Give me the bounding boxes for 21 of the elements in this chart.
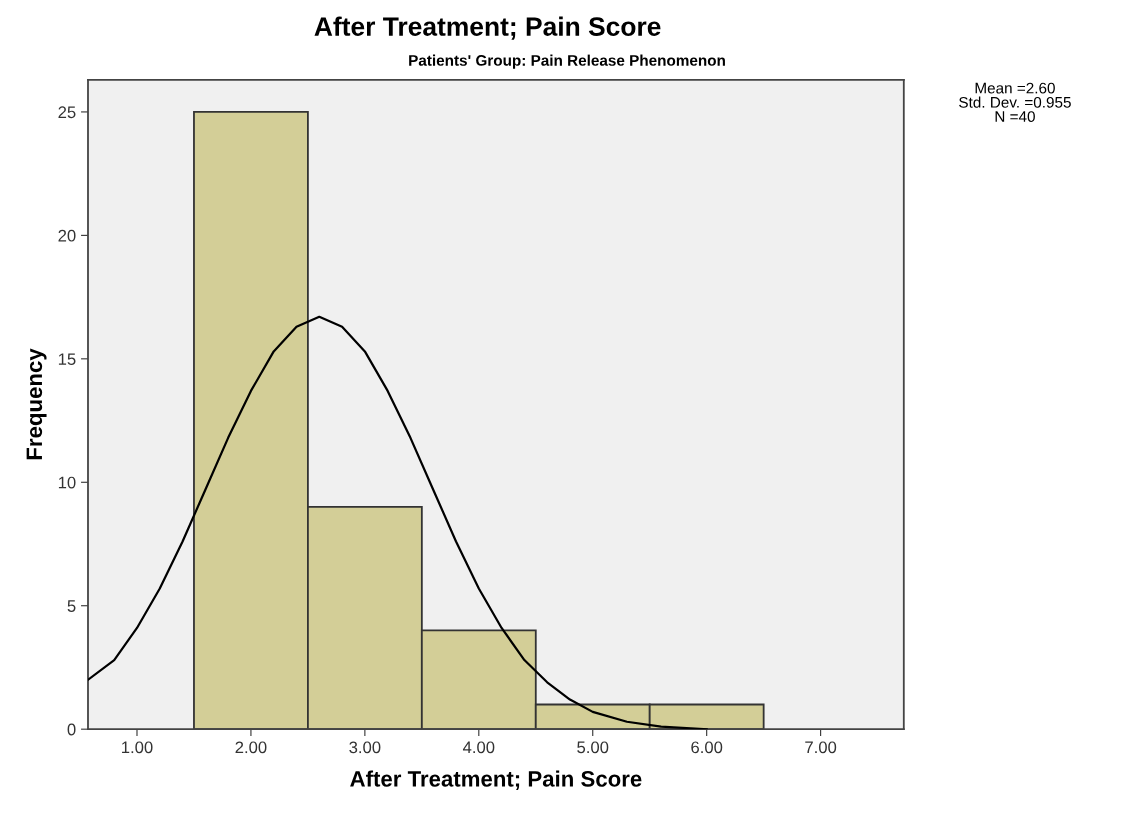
y-tick-label: 20 bbox=[58, 229, 76, 242]
y-tick-label: 0 bbox=[67, 723, 76, 736]
text: Mean =2.60 bbox=[975, 82, 1055, 94]
text: Std. Dev. =0.955 bbox=[959, 96, 1071, 108]
y-tick-label: 25 bbox=[58, 106, 76, 119]
chart-subtitle: Patients' Group: Pain Release Phenomenon bbox=[409, 54, 725, 69]
line-series bbox=[88, 315, 708, 730]
y-tick-label: 15 bbox=[58, 353, 76, 366]
x-tick-label: 5.00 bbox=[577, 741, 609, 754]
x-axis-title: After Treatment; Pain Score bbox=[350, 770, 642, 790]
x-tick-label: 3.00 bbox=[349, 741, 381, 754]
x-tick-label: 1.00 bbox=[122, 741, 153, 754]
y-tick-label: 10 bbox=[58, 476, 76, 489]
x-tick-label: 7.00 bbox=[805, 741, 837, 754]
x-tick-label: 2.00 bbox=[235, 741, 267, 754]
chart-title: After Treatment; Pain Score bbox=[314, 16, 661, 40]
y-axis-title: Frequency bbox=[26, 348, 47, 460]
y-tick-label: 5 bbox=[67, 600, 76, 612]
x-tick-label: 4.00 bbox=[462, 741, 495, 754]
text: N =40 bbox=[995, 111, 1035, 123]
x-tick-label: 6.00 bbox=[691, 741, 723, 754]
